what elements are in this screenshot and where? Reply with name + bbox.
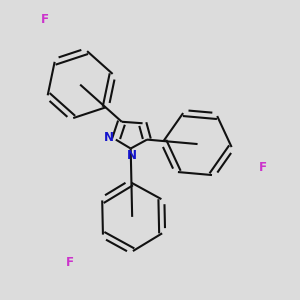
Text: F: F bbox=[66, 256, 74, 269]
Text: F: F bbox=[40, 13, 49, 26]
Text: F: F bbox=[259, 161, 267, 174]
Text: N: N bbox=[127, 148, 137, 162]
Text: N: N bbox=[104, 131, 114, 144]
